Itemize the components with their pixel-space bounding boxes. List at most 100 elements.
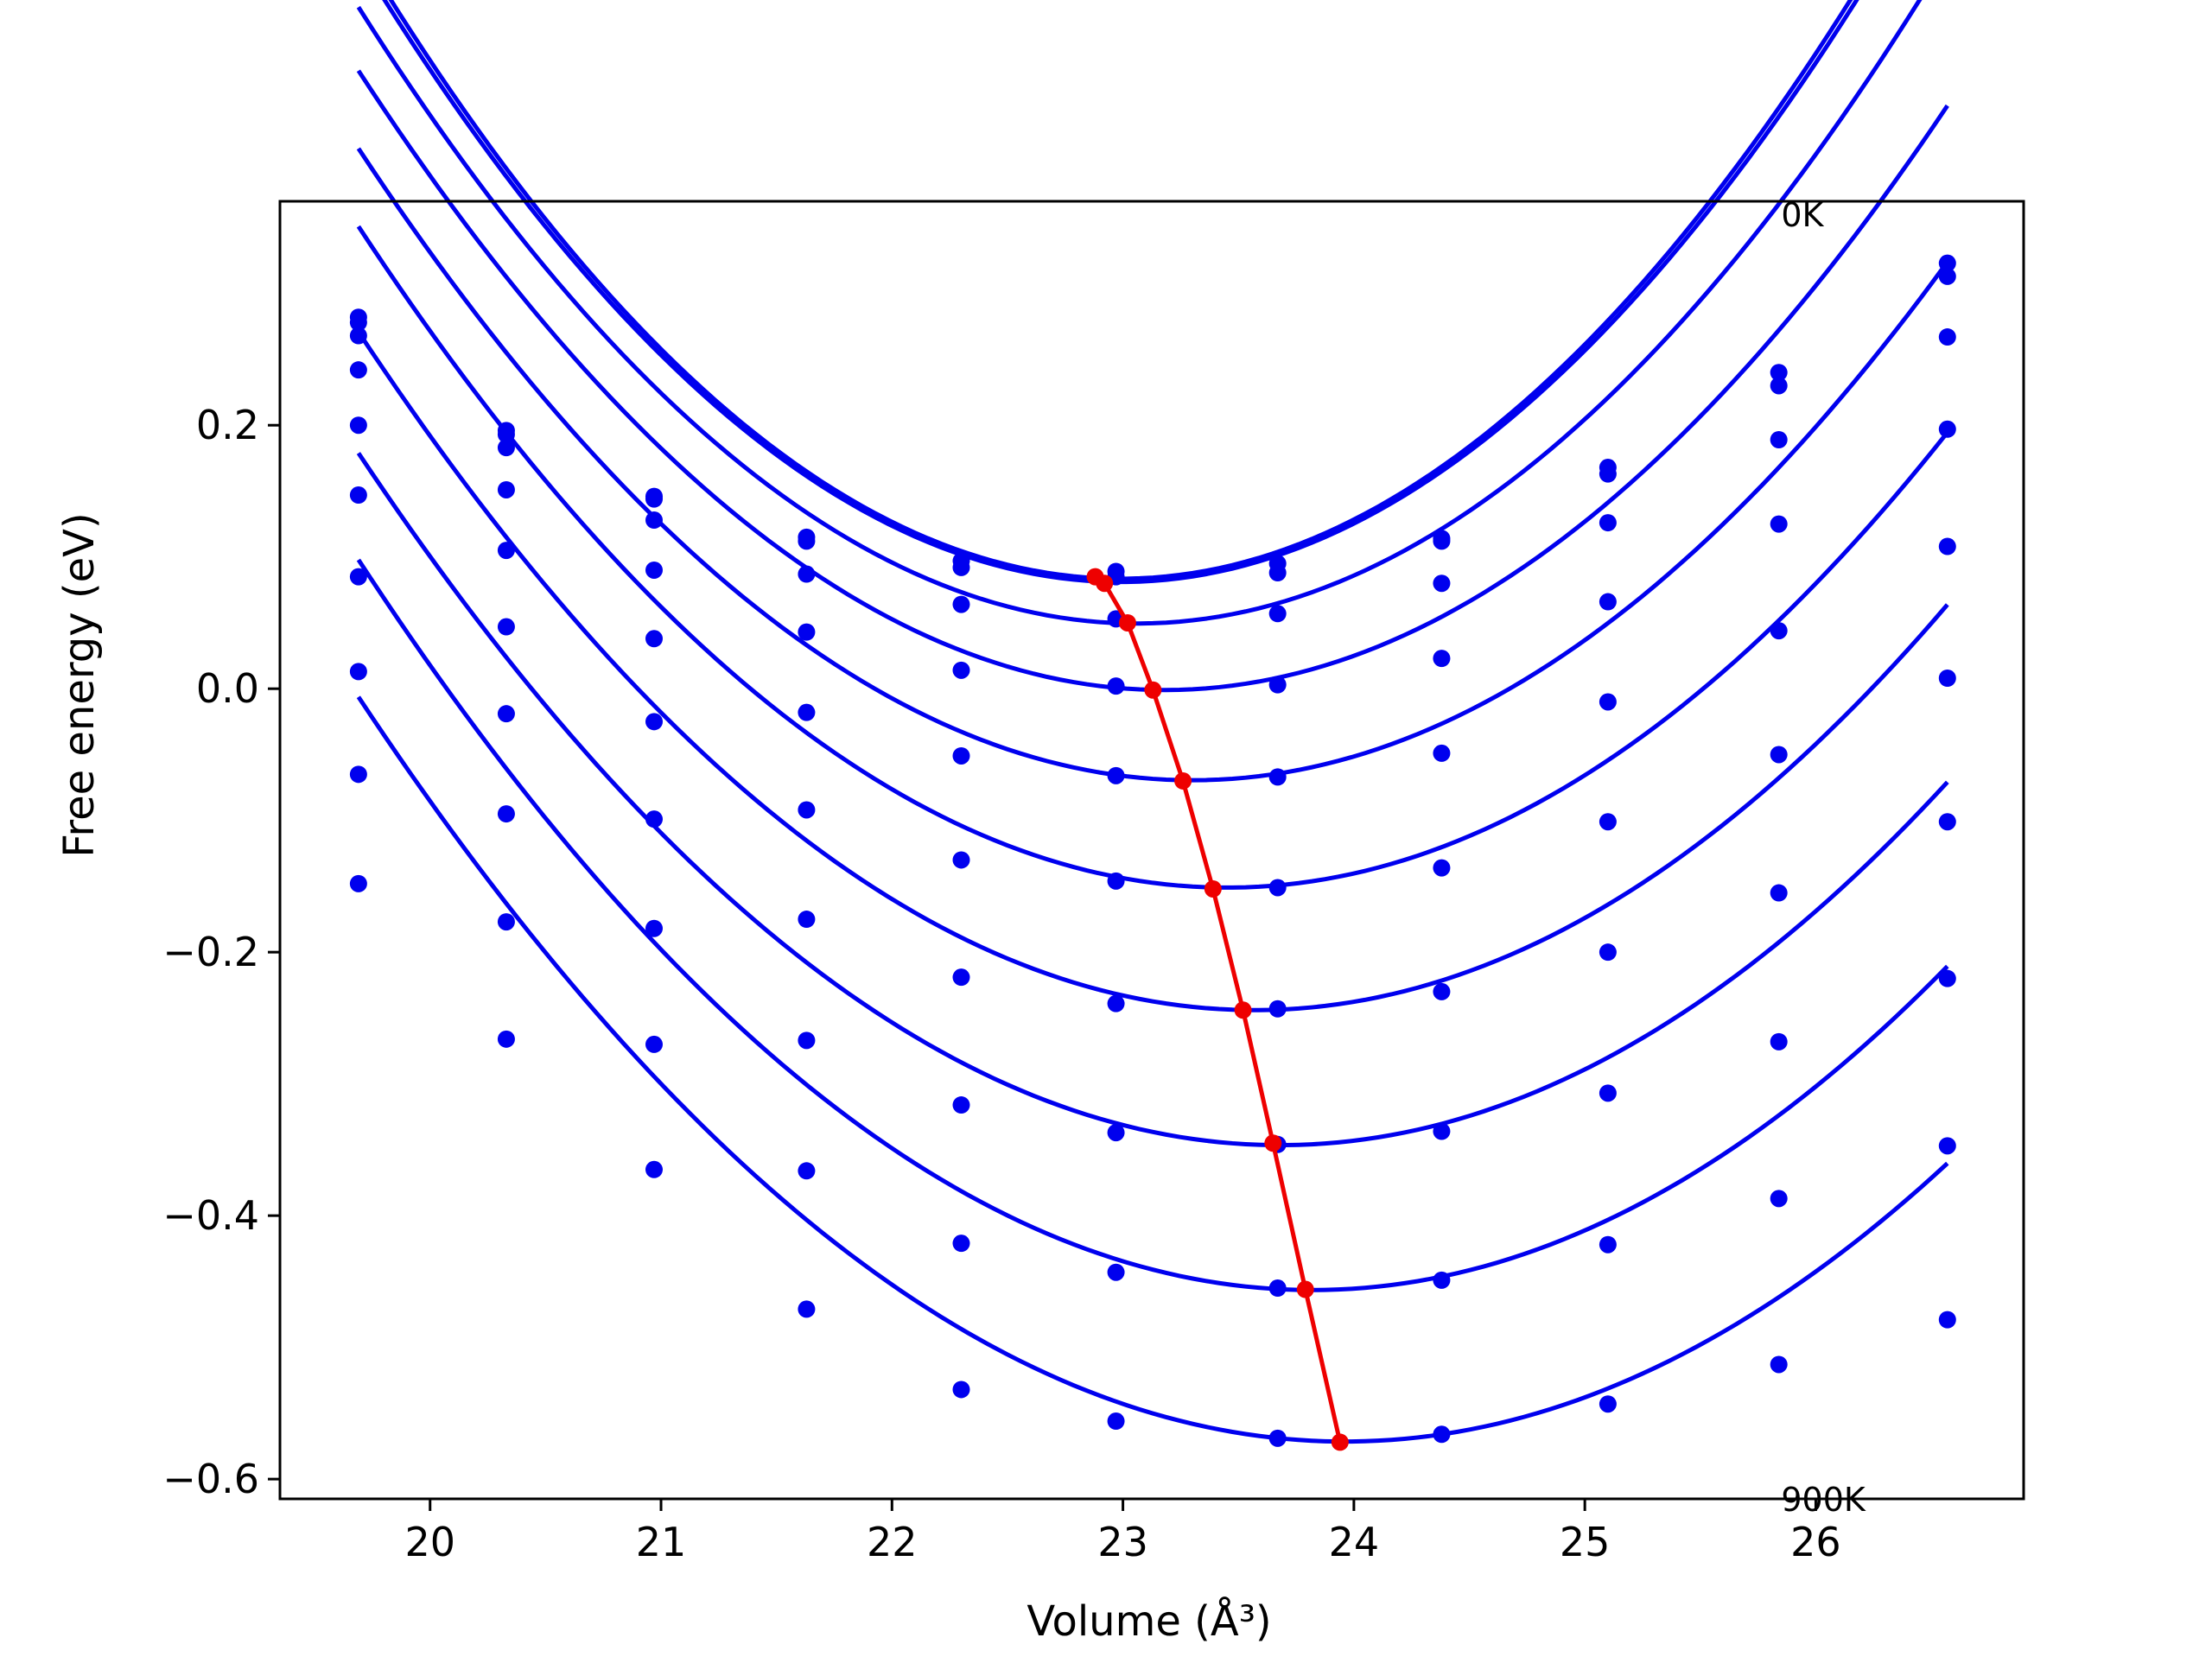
data-point bbox=[1268, 1279, 1287, 1298]
data-point bbox=[349, 765, 367, 784]
minima-point bbox=[1264, 1134, 1282, 1152]
data-point bbox=[645, 810, 663, 828]
data-point bbox=[1938, 670, 1956, 687]
data-point bbox=[1433, 1425, 1451, 1444]
data-point bbox=[1770, 1032, 1788, 1050]
data-point bbox=[1599, 1235, 1617, 1254]
x-tick-label: 25 bbox=[1560, 1519, 1611, 1565]
data-point bbox=[349, 314, 367, 332]
data-point bbox=[952, 558, 970, 576]
fit-curve-8 bbox=[356, 558, 1949, 1292]
minima-path bbox=[1094, 574, 1343, 1443]
data-point bbox=[1938, 420, 1956, 438]
data-point bbox=[952, 1381, 970, 1399]
data-point bbox=[1770, 515, 1788, 533]
minima-point bbox=[1096, 574, 1114, 593]
data-point bbox=[798, 911, 816, 929]
axes: 20 21 22 23 24 25 26 0.2 0.0 −0.2 −0.4 −0.6 bbox=[162, 200, 2025, 1565]
fit-curve-7 bbox=[356, 452, 1949, 1148]
data-point bbox=[1433, 859, 1451, 877]
minima-point bbox=[1234, 1001, 1252, 1019]
x-tick-label: 20 bbox=[404, 1519, 455, 1565]
y-tick-label: −0.6 bbox=[162, 1456, 259, 1502]
data-point bbox=[349, 874, 367, 892]
x-tick-label: 26 bbox=[1790, 1519, 1841, 1565]
data-point bbox=[1599, 514, 1617, 532]
annotations: 0K 900K bbox=[1781, 196, 1866, 1519]
data-point bbox=[1599, 943, 1617, 962]
data-point bbox=[1770, 884, 1788, 902]
fit-curve-2 bbox=[356, 0, 1923, 626]
temperature-annotation: 0K bbox=[1781, 196, 1824, 234]
data-point bbox=[1938, 1137, 1956, 1155]
data-point bbox=[798, 532, 816, 550]
data-point bbox=[1107, 1124, 1125, 1142]
data-point bbox=[349, 486, 367, 505]
data-point bbox=[798, 703, 816, 721]
data-point bbox=[1107, 766, 1125, 784]
data-point bbox=[1938, 537, 1956, 555]
data-point bbox=[1107, 1412, 1125, 1431]
y-axis-label: Free energy (eV) bbox=[55, 512, 104, 857]
data-point bbox=[1938, 254, 1956, 272]
data-point bbox=[645, 919, 663, 937]
data-point bbox=[1433, 650, 1451, 668]
data-point bbox=[1433, 532, 1451, 550]
data-point bbox=[1938, 267, 1956, 285]
data-point bbox=[645, 561, 663, 579]
data-point bbox=[1599, 1395, 1617, 1413]
data-point bbox=[1268, 879, 1287, 897]
data-point bbox=[645, 490, 663, 508]
data-point bbox=[1770, 1190, 1788, 1208]
plot-frame bbox=[278, 200, 2025, 1501]
data-point bbox=[952, 661, 970, 679]
data-point bbox=[1599, 693, 1617, 711]
data-point bbox=[497, 1030, 515, 1048]
x-axis-label: Volume (Å³) bbox=[1027, 1596, 1271, 1646]
data-point bbox=[1107, 677, 1125, 695]
fit-curve-4 bbox=[356, 147, 1949, 783]
minima-point bbox=[1331, 1433, 1349, 1451]
data-point bbox=[1268, 676, 1287, 694]
data-point bbox=[497, 480, 515, 498]
fit-curve-5 bbox=[356, 225, 1949, 890]
data-point bbox=[497, 425, 515, 443]
data-point bbox=[1770, 746, 1788, 764]
data-point bbox=[645, 630, 663, 648]
minima-point bbox=[1204, 879, 1222, 898]
fit-curve-6 bbox=[356, 330, 1949, 1012]
data-point bbox=[952, 746, 970, 765]
data-point bbox=[349, 663, 367, 681]
data-point bbox=[798, 801, 816, 819]
data-point bbox=[1599, 593, 1617, 611]
x-tick-label: 21 bbox=[636, 1519, 687, 1565]
data-point bbox=[497, 805, 515, 823]
data-point bbox=[798, 1162, 816, 1180]
data-point bbox=[1268, 768, 1287, 786]
data-point bbox=[1268, 1429, 1287, 1447]
data-point bbox=[1770, 622, 1788, 640]
data-point bbox=[1938, 1311, 1956, 1329]
minima-line bbox=[1086, 568, 1349, 1451]
data-point bbox=[1599, 813, 1617, 831]
data-point bbox=[645, 713, 663, 731]
data-point bbox=[798, 623, 816, 641]
minima-point bbox=[1296, 1280, 1314, 1298]
data-point bbox=[1433, 982, 1451, 1000]
data-point bbox=[798, 565, 816, 583]
fit-curves bbox=[356, 0, 1949, 1444]
data-point bbox=[645, 511, 663, 530]
data-point bbox=[349, 568, 367, 586]
data-point bbox=[1107, 1263, 1125, 1281]
data-point bbox=[952, 1235, 970, 1253]
data-point bbox=[1770, 1355, 1788, 1374]
temperature-annotation: 900K bbox=[1781, 1481, 1866, 1519]
y-tick-label: −0.4 bbox=[162, 1192, 259, 1239]
data-point bbox=[952, 968, 970, 987]
data-point bbox=[1268, 605, 1287, 623]
minima-point bbox=[1118, 613, 1136, 632]
x-tick-label: 24 bbox=[1329, 1519, 1380, 1565]
fit-curve-1 bbox=[382, 0, 1859, 585]
